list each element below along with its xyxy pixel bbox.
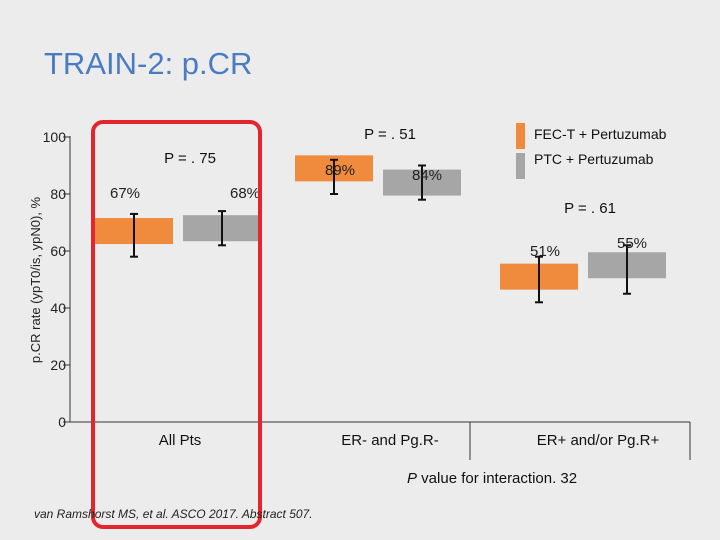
- legend-swatch-fec-t: [516, 123, 525, 149]
- value-label-2-1: 55%: [617, 235, 647, 252]
- y-tick-label-2: 40: [50, 300, 66, 316]
- interaction-p: P: [407, 470, 417, 487]
- bars: [95, 155, 666, 290]
- category-label-0: All Pts: [159, 432, 202, 449]
- value-label-1-0: 89%: [325, 162, 355, 179]
- error-bars: [130, 158, 631, 304]
- citation: van Ramshorst MS, et al. ASCO 2017. Abst…: [34, 507, 313, 521]
- y-tick-label-1: 20: [50, 357, 66, 373]
- p-values: P = . 75 P = . 51 P = . 61: [164, 126, 616, 217]
- y-axis-label: p.CR rate (ypT0/is, ypN0), %: [28, 196, 43, 363]
- p-value-1: P = . 51: [364, 126, 416, 143]
- legend-label-ptc: PTC + Pertuzumab: [534, 151, 654, 167]
- slide-title: TRAIN-2: p.CR: [44, 46, 252, 81]
- value-label-2-0: 51%: [530, 243, 560, 260]
- value-labels: 67% 68% 89% 84% 51% 55%: [110, 162, 647, 260]
- y-ticks: 0 20 40 60 80 100: [43, 129, 70, 430]
- value-label-0-1: 68%: [230, 185, 260, 202]
- p-value-2: P = . 61: [564, 200, 616, 217]
- y-tick-label-4: 80: [50, 186, 66, 202]
- category-label-1: ER- and Pg.R-: [341, 432, 439, 449]
- interaction-note: P value for interaction. 32: [407, 470, 577, 487]
- y-tick-label-0: 0: [58, 414, 66, 430]
- highlight-box: [91, 120, 262, 529]
- chart-axes: [69, 136, 691, 460]
- y-tick-label-3: 60: [50, 243, 66, 259]
- interaction-text: value for interaction. 32: [417, 470, 577, 487]
- p-value-0: P = . 75: [164, 150, 216, 167]
- legend-label-fec-t: FEC-T + Pertuzumab: [534, 126, 667, 142]
- legend: FEC-T + Pertuzumab PTC + Pertuzumab: [516, 123, 667, 179]
- value-label-1-1: 84%: [412, 167, 442, 184]
- category-label-2: ER+ and/or Pg.R+: [537, 432, 660, 449]
- legend-swatch-ptc: [516, 153, 525, 179]
- value-label-0-0: 67%: [110, 185, 140, 202]
- category-labels: All Pts ER- and Pg.R- ER+ and/or Pg.R+: [159, 432, 660, 449]
- y-tick-label-5: 100: [43, 129, 67, 145]
